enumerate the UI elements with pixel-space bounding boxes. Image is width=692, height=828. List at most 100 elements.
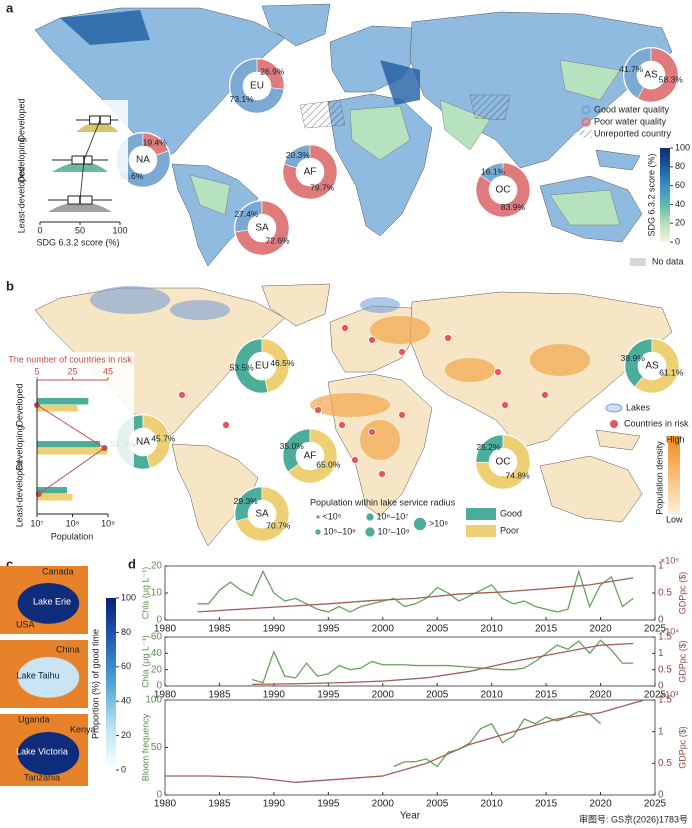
- risk-pin: [368, 336, 376, 344]
- place-label: China: [56, 644, 80, 654]
- risk-pin: [314, 406, 322, 414]
- x-tick-label: 10⁸: [66, 518, 80, 528]
- x-tick-label: 1995: [317, 690, 340, 701]
- continent: [595, 429, 641, 451]
- lake-name: Lake Victoria: [16, 746, 68, 756]
- category-label: Developed: [14, 383, 24, 426]
- donut-center-label: EU: [250, 81, 264, 92]
- y2-tick-label: 0: [658, 615, 664, 626]
- x-tick-label: 2020: [589, 799, 612, 810]
- size-legend-marker: [366, 513, 374, 521]
- donut-value-label: 27.4%: [234, 209, 259, 219]
- x-tick-label: 100: [112, 225, 127, 235]
- colorbar-tick-label: 20: [121, 730, 131, 740]
- series-line: [197, 577, 634, 613]
- continent: [595, 149, 641, 171]
- no-data-swatch: [630, 258, 646, 266]
- top-tick-label: 25: [67, 366, 77, 376]
- panel-label: a: [6, 0, 14, 15]
- panel-label: d: [128, 556, 136, 571]
- donut-segment: [234, 200, 290, 256]
- colorbar-tick-label: 20: [675, 218, 685, 228]
- donut-segment: [634, 338, 680, 394]
- x-axis-label: Population: [51, 531, 94, 541]
- x-tick-label: 2005: [426, 690, 449, 701]
- x-tick-label: 2020: [589, 690, 612, 701]
- legend-swatch: [466, 508, 496, 520]
- population-hotspot: [370, 316, 430, 344]
- lake-cluster: [90, 286, 170, 314]
- y2-multiplier: ×10⁴: [660, 626, 679, 636]
- donut-value-label: 80.6%: [119, 171, 144, 181]
- x-tick-label: 1995: [317, 624, 340, 635]
- bar: [37, 487, 68, 494]
- donut-value-label: 20.3%: [286, 150, 311, 160]
- colorbar-tick-label: 80: [121, 627, 131, 637]
- colorbar-label: Proportion (%) of good time: [90, 629, 100, 739]
- continent: [171, 443, 259, 547]
- x-tick-label: 1980: [154, 624, 177, 635]
- x-tick-label: 2015: [535, 799, 558, 810]
- lake-cluster: [360, 297, 400, 313]
- y2-tick-label: 0: [658, 790, 664, 801]
- donut-value-label: 72.6%: [265, 236, 290, 246]
- colorbar-label: SDG 6.3.2 score (%): [646, 153, 656, 236]
- bar: [37, 494, 73, 501]
- x-tick-label: 2015: [535, 690, 558, 701]
- plot-frame: [164, 699, 656, 796]
- x-tick-label: 10⁹: [101, 518, 115, 528]
- donut-center-label: OC: [496, 457, 511, 468]
- no-data-label: No data: [652, 256, 684, 266]
- x-axis-label: Year: [400, 811, 421, 822]
- donut-center-label: NA: [136, 155, 150, 166]
- y2-tick-label: 0.5: [658, 664, 672, 675]
- risk-pin: [398, 411, 406, 419]
- risk-point: [101, 445, 108, 451]
- legend-label: Poor water quality: [594, 116, 667, 126]
- donut-center-label: OC: [496, 185, 511, 196]
- lake-shape: [17, 732, 80, 776]
- donut-value-label: 73.1%: [230, 94, 255, 104]
- y2-multiplier: ×10⁵: [660, 555, 679, 565]
- donut-center-label: SA: [255, 509, 269, 520]
- x-tick-label: 2010: [481, 624, 504, 635]
- donut-center-label: AF: [304, 451, 317, 462]
- size-legend-marker: [365, 527, 375, 537]
- y-tick-label: 40: [151, 648, 163, 659]
- x-tick-label: 2000: [372, 624, 395, 635]
- y2-axis-label: GDPpc ($): [677, 640, 687, 683]
- risk-pin: [541, 391, 549, 399]
- donut-value-label: 83.9%: [501, 202, 526, 212]
- colorbar-tick-label: 60: [121, 661, 131, 671]
- donut-segment: [235, 486, 290, 542]
- x-tick-label: 2005: [426, 624, 449, 635]
- legend-swatch: [466, 525, 496, 537]
- donut-value-label: 74.8%: [506, 471, 531, 481]
- donut-segment: [475, 434, 531, 490]
- donut-segment: [475, 162, 531, 218]
- x-tick-label: 2025: [644, 799, 667, 810]
- median-link: [79, 119, 101, 201]
- y-tick-label: 20: [151, 664, 163, 675]
- donut-segment: [115, 132, 171, 188]
- size-legend-label: 10⁷–10⁸: [378, 526, 410, 536]
- risk-pin: [178, 391, 186, 399]
- place-label: USA: [16, 619, 35, 629]
- bar: [37, 441, 101, 448]
- category-label: Developed: [16, 98, 26, 141]
- legend-label: Poor: [500, 525, 519, 535]
- colorbar-tick-label: 0: [675, 236, 680, 246]
- density: [52, 162, 108, 172]
- y-tick-label: 0: [156, 615, 162, 626]
- series-line: [393, 710, 601, 768]
- y2-tick-label: 0: [658, 681, 664, 692]
- donut-value-label: 53.5%: [230, 362, 255, 372]
- x-tick-label: 2000: [372, 690, 395, 701]
- donut-segment: [624, 338, 653, 388]
- bar: [37, 448, 108, 455]
- risk-pin: [338, 421, 346, 429]
- y2-multiplier: ×10³: [660, 689, 678, 699]
- x-tick-label: 50: [75, 225, 85, 235]
- donut-value-label: 45.7%: [151, 433, 176, 443]
- x-tick-label: 2025: [644, 690, 667, 701]
